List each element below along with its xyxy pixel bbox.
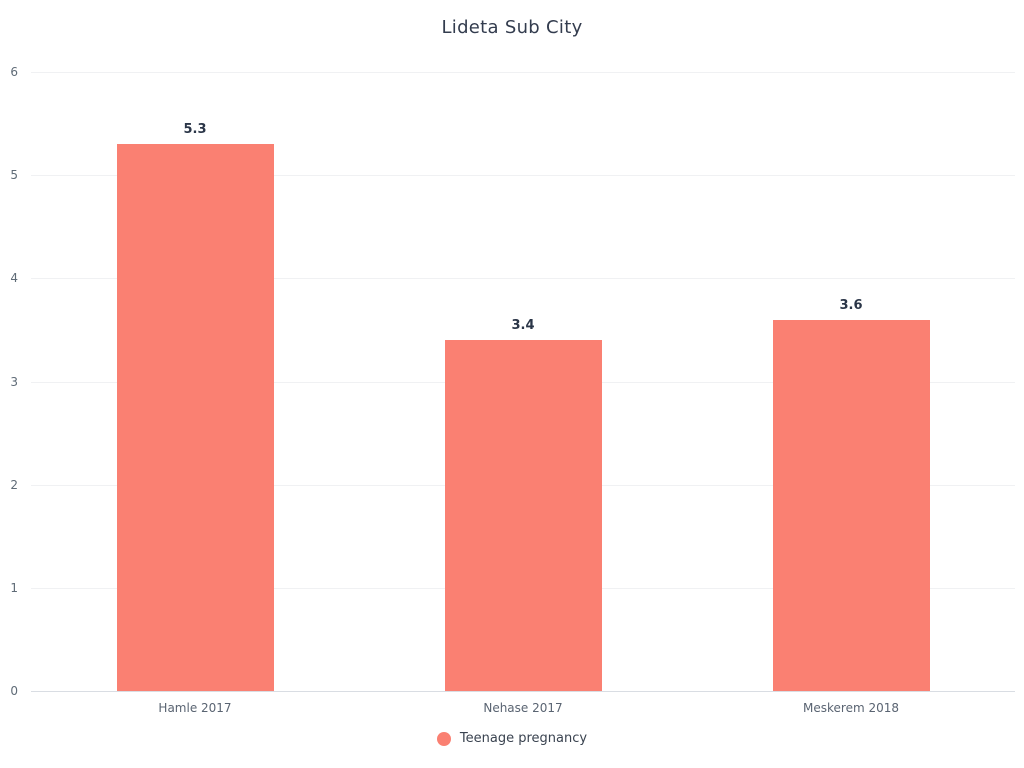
chart-title: Lideta Sub City — [441, 17, 583, 38]
y-axis-tick-label: 5 — [10, 168, 18, 183]
y-axis-tick-label: 4 — [10, 271, 18, 286]
x-axis-category-label: Hamle 2017 — [158, 701, 232, 715]
y-axis-tick-label: 1 — [10, 580, 18, 595]
bar-meskerem-2018[interactable] — [772, 319, 930, 691]
legend-item-teenage-pregnancy[interactable]: Teenage pregnancy — [436, 731, 588, 746]
x-axis-category-label: Nehase 2017 — [483, 701, 563, 715]
x-axis-category-label: Meskerem 2018 — [803, 701, 899, 715]
legend-marker-circle — [436, 731, 451, 746]
gridline — [31, 278, 1015, 280]
bar-value-label: 5.3 — [183, 122, 207, 138]
gridline — [31, 175, 1015, 177]
gridline — [31, 72, 1015, 73]
y-axis-tick-label: 0 — [10, 684, 18, 698]
legend: Teenage pregnancy — [0, 731, 1024, 746]
bar-nehase-2017[interactable] — [444, 340, 602, 691]
bar-value-label: 3.4 — [511, 318, 535, 334]
legend-label: Teenage pregnancy — [459, 731, 588, 746]
y-axis-tick-label: 3 — [10, 374, 18, 389]
y-axis-tick-label: 2 — [10, 477, 18, 492]
plot-area: 0 1 2 3 4 5 6 5.3 Hamle 2017 3.4 Nehase 2017 3.6 Mes… — [10, 65, 1015, 715]
x-axis-line — [31, 691, 1015, 692]
y-axis-tick-label: 6 — [10, 65, 18, 79]
bar-value-label: 3.6 — [839, 297, 863, 313]
bar-hamle-2017[interactable] — [116, 144, 274, 691]
